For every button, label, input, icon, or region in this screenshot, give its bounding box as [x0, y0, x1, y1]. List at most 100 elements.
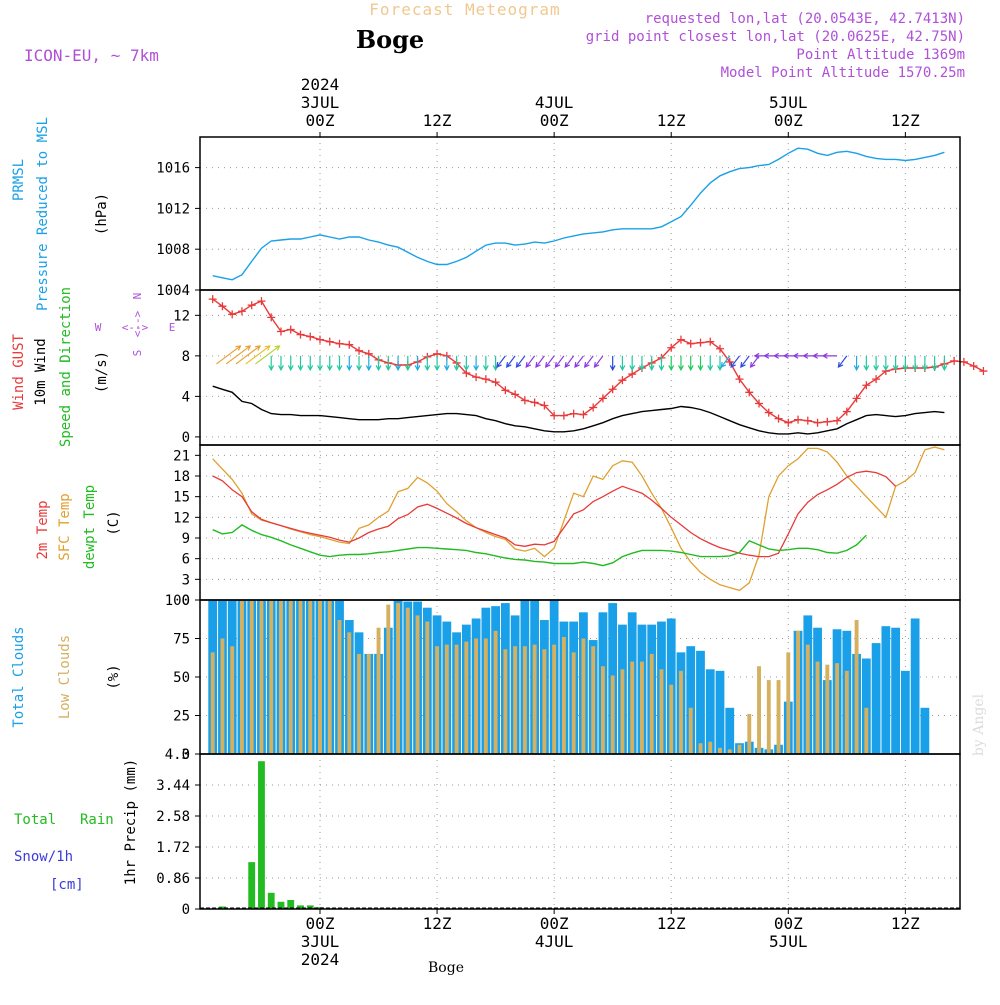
cloud-low-bar — [600, 666, 605, 754]
cloud-low-bar — [708, 741, 713, 754]
temp-dew-label: dewpt Temp — [82, 485, 98, 569]
y-tick-label: 0 — [182, 593, 190, 609]
y-tick-label: 1016 — [156, 161, 190, 177]
wind-direction-arrow — [404, 355, 411, 372]
gust-marker — [316, 335, 324, 344]
cloud-low-bar — [805, 644, 810, 754]
cloud-low-bar — [259, 600, 264, 754]
cloud-low-bar — [444, 644, 449, 754]
cloud-low-bar — [376, 627, 381, 754]
gust-marker — [491, 378, 500, 387]
y-tick-label: 2.58 — [156, 809, 190, 825]
bottom-time-label: 00Z — [774, 914, 803, 933]
watermark: by Angel — [971, 693, 987, 756]
gust-marker — [774, 414, 783, 423]
wind-direction-arrow — [268, 355, 275, 372]
y-tick-label: 3.44 — [156, 778, 190, 794]
pressure-labels: PRMSL Pressure Reduced to MSL (hPa) — [11, 117, 110, 311]
cloud-low-bar — [269, 600, 274, 754]
wind-direction-arrow — [414, 355, 421, 372]
cloud-low-bar — [513, 646, 518, 754]
top-time-label: 2024 — [301, 75, 340, 94]
wind-direction-arrow — [385, 355, 392, 372]
y-tick-label: 21 — [173, 448, 190, 464]
gust-marker — [276, 327, 285, 336]
wind-direction-arrow — [278, 355, 284, 372]
wind-direction-arrow — [837, 355, 848, 369]
top-time-label: 00Z — [774, 111, 803, 130]
gust-marker — [550, 411, 559, 420]
cloud-total-bar — [891, 627, 900, 754]
wind-direction-arrow — [307, 355, 314, 372]
precip-bar — [258, 761, 265, 909]
model-altitude: Model Point Altitude 1570.25m — [721, 65, 965, 81]
y-tick-label: 4 — [182, 389, 190, 405]
wind-direction-arrow — [505, 355, 516, 369]
wind-direction-arrow — [853, 355, 860, 372]
cloud-low-bar — [718, 747, 722, 754]
wind-direction-arrow — [574, 355, 584, 369]
cloud-low-bar — [474, 638, 479, 754]
wind-direction-arrow — [317, 355, 323, 372]
cloud-total-bar — [881, 626, 891, 754]
footer-location: Boge — [428, 960, 464, 976]
y-tick-label: 0.86 — [156, 871, 190, 887]
cloud-low-bar — [864, 707, 869, 754]
cloud-unit-label: (%) — [106, 664, 122, 689]
y-tick-label: 1004 — [156, 283, 190, 299]
y-tick-label: 6 — [182, 552, 190, 568]
y-tick-label: 15 — [173, 490, 190, 506]
wind-direction-arrow — [515, 355, 526, 369]
compass-n: N — [131, 293, 144, 300]
y-tick-label: 9 — [182, 531, 190, 547]
gust-marker — [306, 332, 315, 341]
pressure-msl-label: Pressure Reduced to MSL — [35, 117, 51, 311]
snow-label: Snow/1h — [14, 849, 73, 865]
gust-marker — [267, 313, 276, 322]
wind-direction-arrow — [434, 355, 440, 372]
cloud-total-bar — [686, 646, 696, 754]
cloud-low-label: Low Clouds — [57, 635, 73, 719]
precip-bar — [219, 906, 226, 909]
wind-direction-arrow — [287, 355, 294, 372]
gust-marker — [540, 401, 549, 410]
point-altitude: Point Altitude 1369m — [796, 47, 965, 63]
gust-marker — [472, 373, 481, 382]
cloud-low-bar — [425, 621, 430, 754]
cloud-total-bar — [871, 643, 881, 754]
gust-marker — [979, 367, 988, 376]
cloud-low-bar — [532, 644, 537, 754]
wind-gust-line — [212, 298, 984, 424]
gust-marker — [481, 375, 490, 384]
wind-direction-arrow — [707, 355, 714, 372]
sfc-temp-line — [212, 446, 945, 592]
gust-marker — [598, 394, 607, 403]
y-tick-label: 75 — [173, 632, 190, 648]
y-tick-label: 18 — [173, 469, 190, 485]
wind-labels: Wind GUST 10m Wind Speed and Direction (… — [11, 287, 110, 447]
wind-direction-arrow — [821, 352, 838, 359]
wind-gust-label: Wind GUST — [11, 334, 27, 410]
gust-marker — [696, 338, 705, 347]
precip-bar — [306, 905, 314, 909]
cloud-low-bar — [640, 661, 644, 754]
cloud-low-bar — [854, 620, 859, 754]
precip-total-label: Total — [14, 812, 56, 828]
cloud-low-bar — [630, 661, 635, 754]
temp-2m-line — [212, 470, 897, 558]
wind-direction-arrow — [346, 355, 353, 372]
wind-direction-arrow — [584, 355, 594, 369]
cloud-low-bar — [688, 707, 693, 754]
cloud-total-bar — [705, 669, 715, 754]
top-time-label: 4JUL — [535, 93, 574, 112]
gust-marker — [764, 408, 773, 417]
wind-direction-arrow — [255, 345, 281, 365]
gust-marker — [959, 357, 968, 366]
gust-marker — [628, 370, 637, 379]
gust-marker — [823, 417, 832, 426]
cloud-low-bar — [747, 713, 752, 754]
compass-ns-arrows: <--> — [131, 310, 144, 337]
wind-speed-line — [212, 385, 945, 435]
wind-direction-arrow — [336, 355, 343, 372]
top-time-label: 12Z — [657, 111, 686, 130]
